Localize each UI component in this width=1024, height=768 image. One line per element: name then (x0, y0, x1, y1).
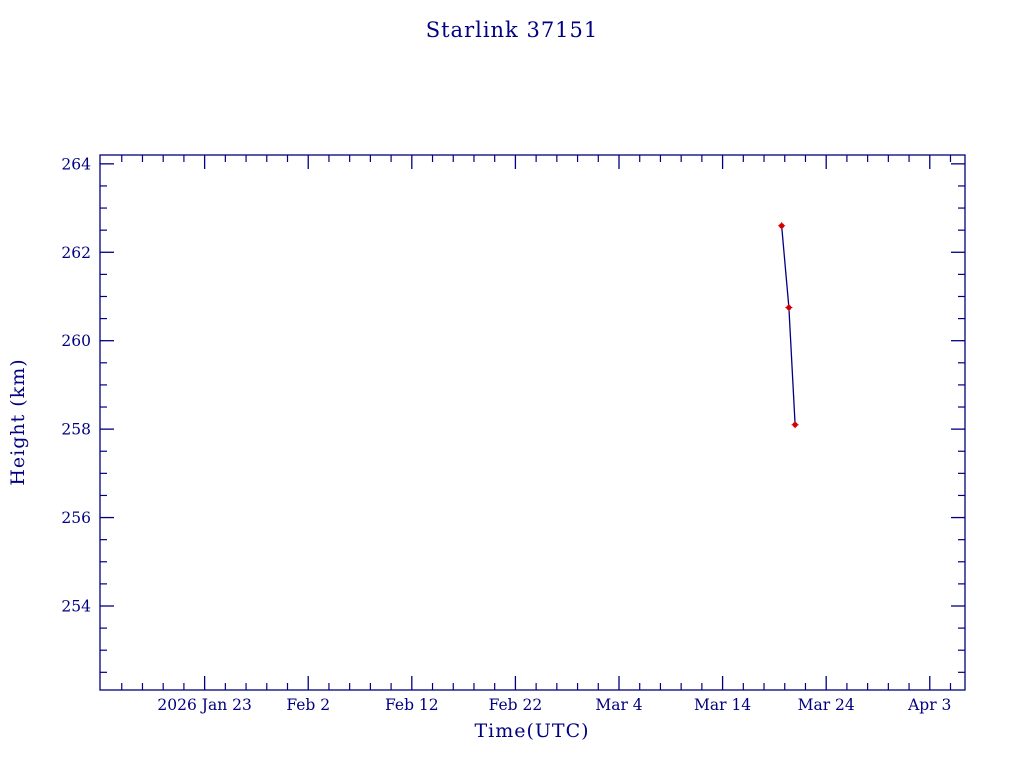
x-tick-label: 2026 Jan 23 (157, 696, 251, 714)
y-tick-label: 264 (61, 155, 91, 173)
x-tick-label: Mar 4 (595, 696, 642, 714)
y-tick-label: 256 (61, 509, 91, 527)
x-tick-label: Apr 3 (907, 696, 951, 714)
y-tick-label: 260 (61, 332, 91, 350)
x-axis-label: Time(UTC) (474, 720, 590, 742)
x-tick-label: Feb 12 (385, 696, 439, 714)
y-tick-label: 262 (61, 244, 91, 262)
x-tick-label: Feb 22 (489, 696, 543, 714)
x-tick-label: Feb 2 (286, 696, 330, 714)
x-tick-label: Mar 14 (694, 696, 751, 714)
x-tick-label: Mar 24 (798, 696, 855, 714)
data-line (780, 225, 796, 425)
chart-title: Starlink 37151 (425, 18, 599, 42)
y-tick-label: 254 (61, 597, 91, 615)
plot-frame (99, 154, 966, 691)
y-tick-label: 258 (61, 421, 91, 439)
